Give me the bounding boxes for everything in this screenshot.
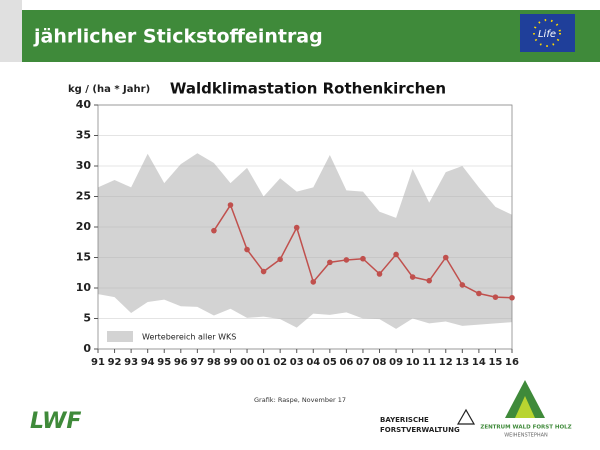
point: [376, 271, 383, 277]
logo-text: WEIHENSTEPHAN: [504, 433, 548, 439]
point: [227, 202, 234, 208]
x-tick-label: 09: [389, 357, 403, 368]
source: Grafik: Raspe, November 17: [254, 396, 346, 404]
logo-text: Life: [538, 29, 556, 40]
y-tick-label: 25: [76, 190, 91, 203]
x-tick-label: 06: [339, 357, 353, 368]
x-tick-label: 16: [505, 357, 519, 368]
point: [426, 277, 433, 284]
x-tick-label: 97: [190, 357, 204, 368]
chart-title: Waldklimastation Rothenkirchen: [170, 80, 446, 98]
x-tick-label: 03: [290, 357, 304, 368]
y-tick-label: 30: [76, 159, 92, 172]
point: [442, 254, 449, 261]
logo-text: FORSTVERWALTUNG: [380, 426, 460, 434]
legend-swatch: [107, 331, 133, 342]
y-tick-label: 0: [83, 342, 91, 355]
y-tick-label: 5: [83, 312, 91, 325]
x-tick-label: 13: [455, 357, 469, 368]
x-tick-label: 11: [422, 357, 436, 368]
x-tick-label: 98: [207, 357, 221, 368]
point: [277, 256, 283, 263]
x-tick-label: 96: [174, 357, 188, 368]
y-tick-label: 35: [76, 129, 91, 142]
point: [293, 224, 300, 231]
x-tick-label: 92: [108, 357, 122, 368]
x-tick-label: 02: [273, 357, 287, 368]
point: [492, 294, 499, 300]
x-tick-label: 08: [373, 357, 387, 368]
range-area: [98, 153, 512, 329]
y-tick-label: 40: [76, 98, 92, 111]
y-axis-label: kg / (ha * Jahr): [68, 84, 150, 95]
point: [310, 279, 317, 285]
point: [393, 251, 399, 258]
x-tick-label: 93: [124, 357, 138, 368]
x-tick-label: 14: [472, 357, 486, 368]
point: [409, 274, 416, 280]
logo-text: BAYERISCHE: [380, 416, 429, 424]
logo-text: ZENTRUM WALD FORST HOLZ: [480, 425, 571, 431]
x-tick-label: 15: [488, 357, 502, 368]
point: [343, 257, 350, 263]
x-tick-label: 04: [306, 357, 320, 368]
x-tick-label: 05: [323, 357, 337, 368]
x-tick-label: 07: [356, 357, 370, 368]
y-tick-label: 15: [76, 251, 91, 264]
point: [459, 282, 466, 288]
y-tick-label: 20: [76, 220, 92, 233]
eu-logo: Life: [520, 14, 575, 52]
x-tick-label: 10: [406, 357, 420, 368]
x-tick-label: 00: [240, 357, 254, 368]
point: [260, 268, 267, 275]
x-tick-label: 12: [439, 357, 453, 368]
point: [509, 294, 515, 301]
logo-lwf: LWF: [30, 409, 81, 434]
point: [327, 259, 333, 266]
slide-title: jährlicher Stickstoffeintrag: [33, 26, 323, 48]
point: [211, 227, 217, 234]
point: [244, 246, 250, 253]
y-tick-label: 10: [76, 281, 92, 294]
zwfh-logo: ZENTRUM WALD FORST HOLZ WEIHENSTEPHAN: [480, 380, 572, 439]
x-tick-label: 94: [141, 357, 155, 368]
x-tick-label: 99: [224, 357, 238, 368]
header-bar: [22, 10, 600, 62]
lwf-logo: LWF: [30, 409, 81, 434]
x-tick-label: 01: [257, 357, 271, 368]
bfv-logo: BAYERISCHE FORSTVERWALTUNG: [380, 408, 476, 434]
point: [476, 290, 482, 297]
x-tick-label: 95: [157, 357, 171, 368]
point: [360, 255, 366, 262]
legend-label: Wertebereich aller WKS: [142, 333, 236, 342]
x-tick-label: 91: [91, 357, 105, 368]
header-side: [0, 0, 22, 62]
